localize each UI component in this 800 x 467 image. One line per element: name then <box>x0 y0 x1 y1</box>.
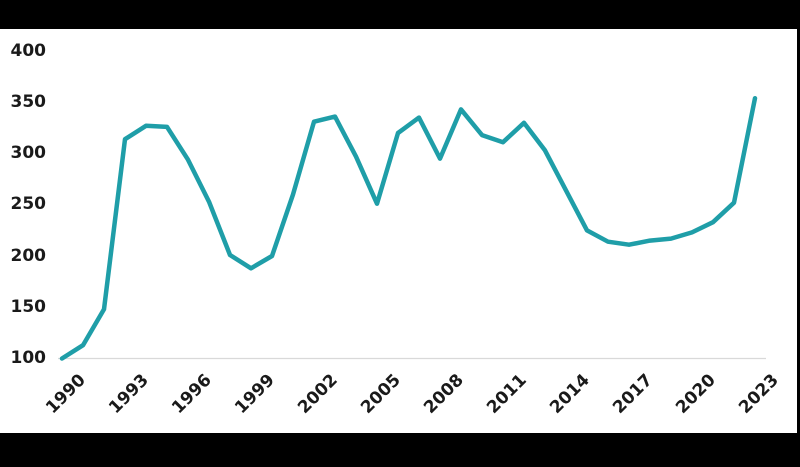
y-tick-label: 200 <box>10 245 47 266</box>
y-tick-label: 350 <box>10 91 47 112</box>
y-tick-label: 150 <box>10 296 47 317</box>
chart-panel: 400 350 300 250 200 150 100 1990 1993 1996 1999 20… <box>0 29 797 433</box>
line-chart <box>58 95 766 361</box>
data-series-line <box>59 95 758 361</box>
y-tick-label: 100 <box>10 348 47 368</box>
y-tick-label: 400 <box>10 40 47 61</box>
y-tick-label: 250 <box>10 194 47 215</box>
y-tick-label: 300 <box>10 143 47 163</box>
